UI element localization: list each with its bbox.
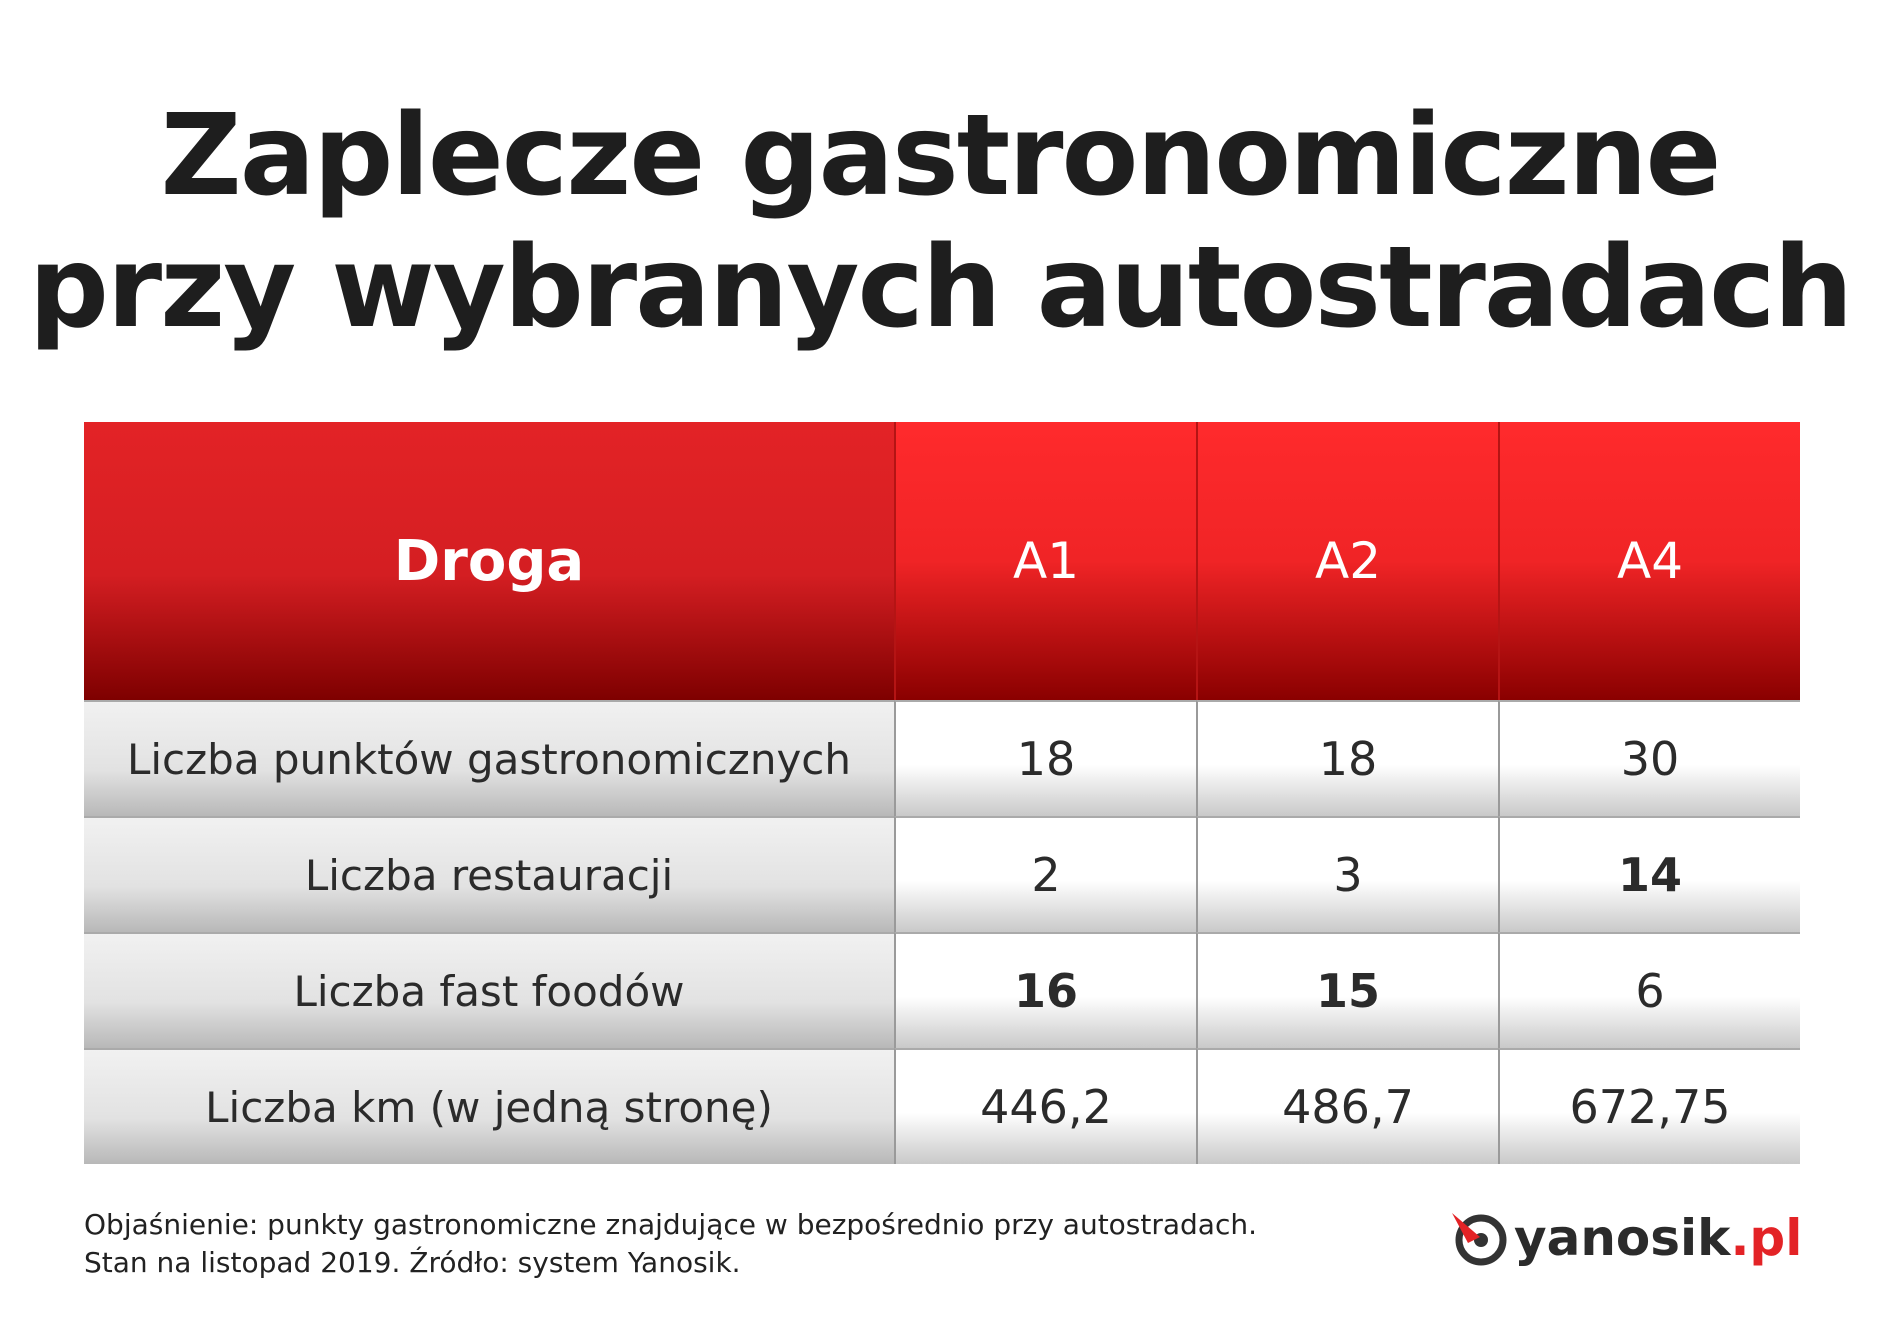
logo: yanosik .pl — [1450, 1206, 1802, 1270]
column-header: A4 — [1498, 422, 1800, 700]
row-label: Liczba km (w jedną stronę) — [84, 1048, 894, 1164]
row-label: Liczba fast foodów — [84, 932, 894, 1048]
row-label: Liczba punktów gastronomicznych — [84, 700, 894, 816]
title-line: Zaplecze gastronomiczne — [160, 91, 1721, 221]
column-header: Droga — [84, 422, 894, 700]
cell: 672,75 — [1498, 1048, 1800, 1164]
column-header: A2 — [1196, 422, 1498, 700]
footnote: Stan na listopad 2019. Źródło: system Ya… — [84, 1246, 741, 1279]
cell: 14 — [1498, 816, 1800, 932]
cell: 446,2 — [894, 1048, 1196, 1164]
cell: 18 — [894, 700, 1196, 816]
footnote: Objaśnienie: punkty gastronomiczne znajd… — [84, 1208, 1258, 1241]
cell: 2 — [894, 816, 1196, 932]
column-header: A1 — [894, 422, 1196, 700]
logo-text: yanosik — [1514, 1209, 1731, 1267]
cell: 18 — [1196, 700, 1498, 816]
row-label: Liczba restauracji — [84, 816, 894, 932]
cell: 30 — [1498, 700, 1800, 816]
cell: 15 — [1196, 932, 1498, 1048]
cell: 3 — [1196, 816, 1498, 932]
cell: 6 — [1498, 932, 1800, 1048]
logo-icon — [1452, 1213, 1507, 1266]
title-line: przy wybranych autostradach — [28, 223, 1854, 353]
cell: 16 — [894, 932, 1196, 1048]
cell: 486,7 — [1196, 1048, 1498, 1164]
logo-suffix: .pl — [1730, 1209, 1803, 1267]
